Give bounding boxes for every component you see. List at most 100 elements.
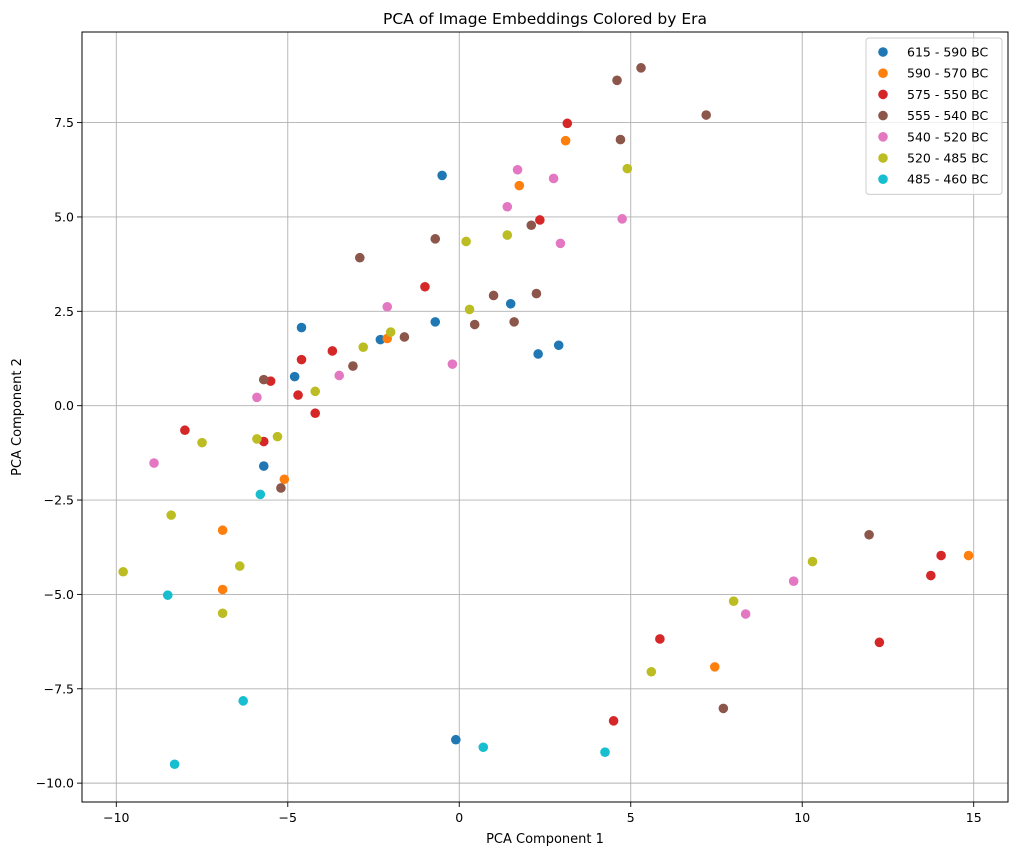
data-point xyxy=(600,747,610,757)
data-point xyxy=(234,561,245,571)
y-tick-label: 2.5 xyxy=(54,304,74,319)
data-point xyxy=(461,236,471,247)
data-point xyxy=(646,666,657,677)
legend-marker xyxy=(878,153,888,163)
data-point xyxy=(149,458,159,468)
data-point xyxy=(258,461,269,471)
legend-entry-label: 540 - 520 BC xyxy=(907,129,989,144)
data-point xyxy=(310,386,321,397)
y-tick-label: 7.5 xyxy=(54,115,74,130)
data-point xyxy=(926,570,936,581)
data-point xyxy=(535,215,545,225)
data-point xyxy=(252,392,262,403)
data-point xyxy=(258,374,269,385)
legend-entry-label: 590 - 570 BC xyxy=(907,66,989,81)
data-point xyxy=(788,576,799,586)
data-point xyxy=(217,584,228,595)
data-point xyxy=(399,332,410,342)
legend-entry-label: 615 - 590 BC xyxy=(907,45,989,60)
data-point xyxy=(197,437,207,448)
y-tick-label: 0.0 xyxy=(54,398,74,413)
data-point xyxy=(526,220,537,231)
data-point xyxy=(936,550,946,561)
data-point xyxy=(469,319,480,330)
legend-marker xyxy=(878,110,888,121)
legend-marker xyxy=(878,68,888,78)
data-point xyxy=(382,301,393,312)
data-point xyxy=(217,608,228,619)
data-point xyxy=(334,370,345,381)
data-point xyxy=(293,390,303,400)
data-point xyxy=(612,75,622,86)
data-point xyxy=(709,662,720,672)
legend-entry-label: 575 - 550 BC xyxy=(907,87,989,102)
legend-marker xyxy=(878,89,888,100)
data-point xyxy=(488,290,499,301)
data-point xyxy=(531,288,542,299)
data-point xyxy=(296,322,307,333)
data-point xyxy=(555,238,566,249)
x-tick-label: −10 xyxy=(103,810,129,825)
data-point xyxy=(252,434,262,444)
data-point xyxy=(512,164,523,175)
legend-entry-label: 520 - 485 BC xyxy=(907,151,989,166)
data-point xyxy=(807,556,818,567)
data-point xyxy=(272,431,283,442)
data-point xyxy=(430,234,441,244)
data-point xyxy=(608,716,619,726)
data-point xyxy=(420,281,430,292)
legend-box xyxy=(865,37,1003,195)
x-tick-label: 0 xyxy=(455,810,463,825)
data-point xyxy=(279,474,290,485)
y-tick-label: 5.0 xyxy=(54,209,74,224)
data-point xyxy=(348,361,358,371)
data-point xyxy=(560,135,571,146)
data-point xyxy=(310,408,321,419)
chart-title: PCA of Image Embeddings Colored by Era xyxy=(383,10,707,28)
data-point xyxy=(327,346,338,356)
y-tick-label: −5.0 xyxy=(44,587,74,602)
data-point xyxy=(169,759,180,770)
legend-marker xyxy=(878,174,888,184)
data-point xyxy=(296,354,307,365)
data-point xyxy=(514,180,525,191)
data-point xyxy=(728,596,739,606)
y-tick-label: −2.5 xyxy=(44,493,74,508)
legend-entry-label: 555 - 540 BC xyxy=(907,108,989,123)
data-point xyxy=(451,734,461,745)
data-point xyxy=(533,349,543,359)
data-point xyxy=(548,173,559,184)
y-axis-label: PCA Component 2 xyxy=(10,358,25,476)
data-point xyxy=(655,634,665,644)
data-point xyxy=(505,298,516,309)
data-point xyxy=(430,317,441,327)
y-axis: −10.0 −7.5 −5.0 −2.5 0.0 2.5 5.0 7.5 xyxy=(36,115,82,791)
data-point xyxy=(874,637,885,648)
data-point xyxy=(478,742,489,753)
data-point xyxy=(255,489,266,500)
data-point xyxy=(289,371,300,382)
data-point xyxy=(622,163,633,174)
data-point xyxy=(166,510,176,520)
data-point xyxy=(963,550,974,561)
x-tick-label: −5 xyxy=(279,810,297,825)
data-point xyxy=(718,703,729,714)
data-point xyxy=(509,317,519,327)
data-point xyxy=(447,359,458,369)
data-point xyxy=(358,342,369,352)
plot-background xyxy=(82,32,1008,802)
legend-entry-label: 485 - 460 BC xyxy=(907,172,989,187)
y-tick-label: −7.5 xyxy=(44,681,74,696)
legend-marker xyxy=(878,47,888,57)
data-point xyxy=(615,134,626,145)
data-point xyxy=(864,529,874,540)
data-point xyxy=(464,304,475,315)
x-tick-label: 5 xyxy=(627,810,635,825)
data-point xyxy=(162,590,173,600)
x-axis: −10 −5 0 5 10 15 xyxy=(103,802,982,825)
data-point xyxy=(636,63,646,73)
data-point xyxy=(355,252,365,263)
data-point xyxy=(217,525,228,536)
data-point xyxy=(502,230,513,240)
